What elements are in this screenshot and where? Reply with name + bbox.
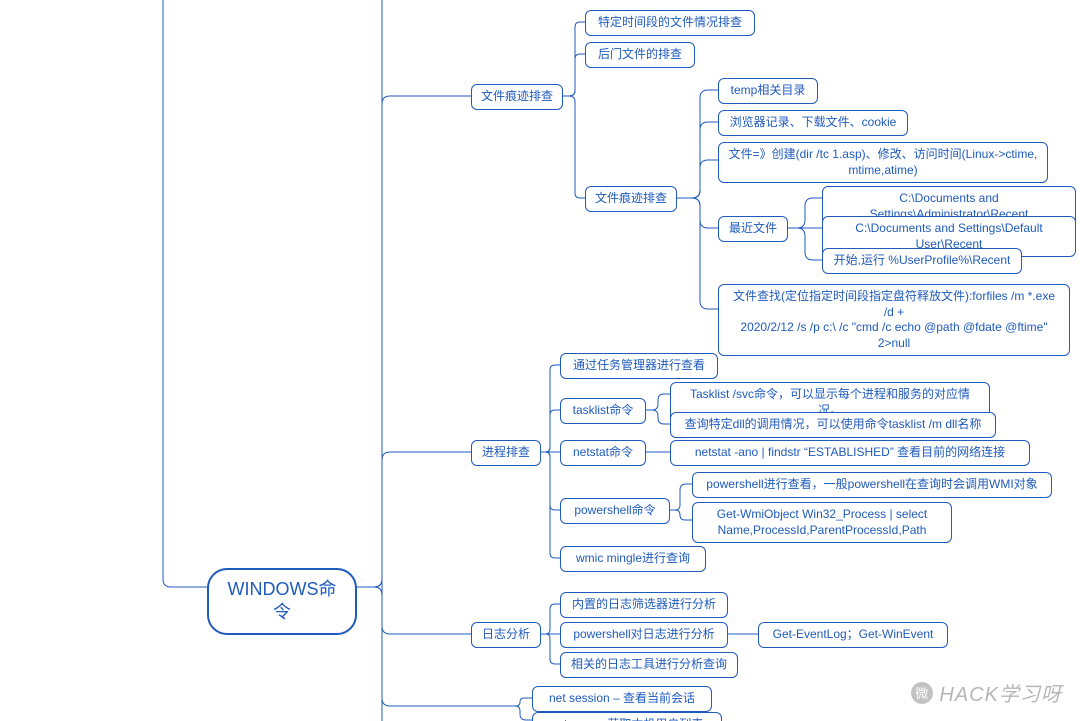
n_ft3_5-node[interactable]: 文件查找(定位指定时间段指定盘符释放文件):forfiles /m *.exe … [718,284,1070,356]
root-node[interactable]: WINDOWS命令 [207,568,357,635]
n_log-node[interactable]: 日志分析 [471,622,541,648]
n_recent_3-node[interactable]: 开始,运行 %UserProfile%\Recent [822,248,1022,274]
n_ft3_3-node[interactable]: 文件=》创建(dir /tc 1.asp)、修改、访问时间(Linux->cti… [718,142,1048,183]
n_p_3-node[interactable]: netstat命令 [560,440,646,466]
n_p_1-node[interactable]: 通过任务管理器进行查看 [560,353,718,379]
n_p_2-node[interactable]: tasklist命令 [560,398,646,424]
n_l_1-node[interactable]: 内置的日志筛选器进行分析 [560,592,728,618]
n_ft_1-node[interactable]: 特定时间段的文件情况排查 [585,10,755,36]
n_ft3_1-node[interactable]: temp相关目录 [718,78,818,104]
n_l_2-node[interactable]: powershell对日志进行分析 [560,622,728,648]
n_p_4-node[interactable]: powershell命令 [560,498,670,524]
n_ft3_2-node[interactable]: 浏览器记录、下载文件、cookie [718,110,908,136]
n_p_5-node[interactable]: wmic mingle进行查询 [560,546,706,572]
n_proc-node[interactable]: 进程排查 [471,440,541,466]
wechat-icon: 微 [911,682,933,704]
watermark: 微 HACK学习呀 [911,678,1062,707]
n_x_2-node[interactable]: net user – 获取本机用户列表 [532,712,722,721]
n_p4_1-node[interactable]: powershell进行查看，一般powershell在查询时会调用WMI对象 [692,472,1052,498]
n_ft_2-node[interactable]: 后门文件的排查 [585,42,695,68]
n_p4_2-node[interactable]: Get-WmiObject Win32_Process | select Nam… [692,502,952,543]
n_p3_1-node[interactable]: netstat -ano | findstr “ESTABLISHED” 查看目… [670,440,1030,466]
n_ft_3-node[interactable]: 文件痕迹排查 [585,186,677,212]
n_l2_1-node[interactable]: Get-EventLog；Get-WinEvent [758,622,948,648]
n_p2_2-node[interactable]: 查询特定dll的调用情况，可以使用命令tasklist /m dll名称 [670,412,996,438]
watermark-text: HACK学习呀 [939,678,1062,707]
n_l_3-node[interactable]: 相关的日志工具进行分析查询 [560,652,738,678]
n_file_trace-node[interactable]: 文件痕迹排查 [471,84,563,110]
n_x_1-node[interactable]: net session – 查看当前会话 [532,686,712,712]
n_ft3_4-node[interactable]: 最近文件 [718,216,788,242]
